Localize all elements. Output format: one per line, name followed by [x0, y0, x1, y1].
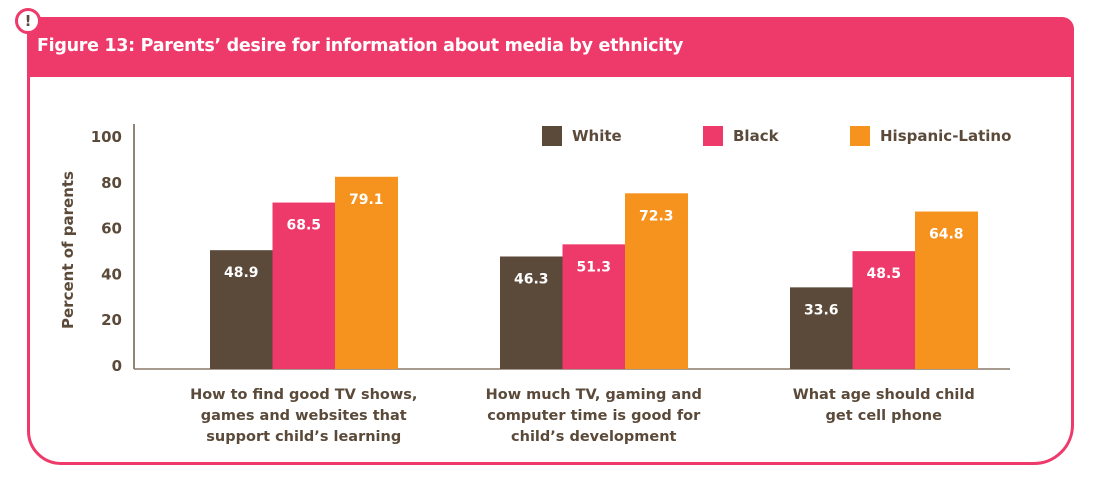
- bar-value-label: 72.3: [639, 208, 674, 224]
- bars: 48.9 68.5 79.1 46.3 51.3 72.3 33.6 48.5 64.8: [210, 176, 978, 369]
- bar-value-label: 79.1: [349, 192, 384, 208]
- legend-label: White: [572, 127, 622, 145]
- y-tick-label: 0: [112, 357, 122, 375]
- x-axis-categories: How to find good TV shows, games and webs…: [190, 387, 975, 445]
- figure-header: [27, 17, 1074, 77]
- legend-label: Black: [733, 127, 780, 145]
- bar-value-label: 48.9: [224, 265, 259, 281]
- figure-title: Figure 13: Parents’ desire for informati…: [37, 36, 684, 56]
- bar-white: [500, 256, 563, 369]
- legend-label: Hispanic-Latino: [880, 127, 1011, 145]
- y-tick-label: 80: [101, 174, 122, 192]
- legend-swatch-white: [542, 126, 562, 146]
- legend: White Black Hispanic-Latino: [542, 126, 1011, 146]
- bar-black: [272, 202, 336, 369]
- category-label: support child’s learning: [206, 429, 401, 445]
- bar-black: [852, 251, 916, 369]
- bar-white: [790, 287, 853, 369]
- bar-value-label: 51.3: [576, 259, 611, 275]
- bar-value-label: 46.3: [514, 271, 549, 287]
- y-axis-label: Percent of parents: [59, 171, 77, 329]
- bar-value-label: 68.5: [286, 218, 321, 234]
- category-label: games and websites that: [201, 408, 407, 424]
- category-label: get cell phone: [826, 408, 943, 424]
- bar-value-label: 48.5: [866, 266, 901, 282]
- legend-swatch-hispanic-latino: [850, 126, 870, 146]
- y-tick-label: 60: [101, 220, 122, 238]
- bar-black: [562, 244, 626, 369]
- bar-value-label: 64.8: [929, 227, 964, 243]
- category-label: computer time is good for: [487, 408, 701, 424]
- category-label: How much TV, gaming and: [486, 387, 702, 403]
- bar-value-label: 33.6: [804, 302, 839, 318]
- category-label: How to find good TV shows,: [190, 387, 417, 403]
- category-label: child’s development: [511, 429, 677, 445]
- bar-white: [210, 250, 273, 369]
- exclamation-icon: !: [15, 8, 41, 34]
- y-tick-label: 100: [91, 128, 122, 146]
- bar-hispanic-latino: [335, 176, 398, 369]
- bar-hispanic-latino: [625, 193, 688, 369]
- y-tick-label: 40: [101, 265, 122, 283]
- legend-swatch-black: [703, 126, 723, 146]
- bar-hispanic-latino: [915, 211, 978, 369]
- y-tick-label: 20: [101, 311, 122, 329]
- category-label: What age should child: [793, 387, 975, 403]
